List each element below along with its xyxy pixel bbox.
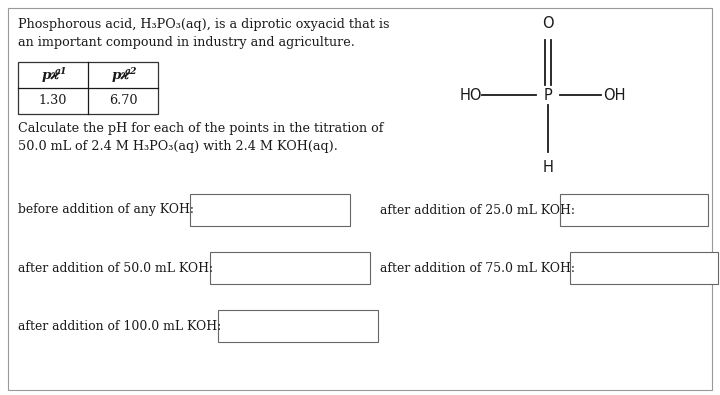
Text: pϰ: pϰ [112, 68, 130, 81]
Text: 1.30: 1.30 [39, 94, 67, 107]
Bar [18, 62, 158, 114]
Text: a1: a1 [55, 68, 67, 77]
Text: a2: a2 [125, 68, 138, 77]
Bar [570, 252, 718, 284]
Bar [560, 194, 708, 226]
Text: after addition of 25.0 mL KOH:: after addition of 25.0 mL KOH: [380, 203, 575, 216]
Text: 50.0 mL of 2.4 M H₃PO₃(aq) with 2.4 M KOH(aq).: 50.0 mL of 2.4 M H₃PO₃(aq) with 2.4 M KO… [18, 140, 338, 153]
Text: after addition of 50.0 mL KOH:: after addition of 50.0 mL KOH: [18, 261, 213, 275]
Text: after addition of 75.0 mL KOH:: after addition of 75.0 mL KOH: [380, 261, 575, 275]
Text: OH: OH [603, 88, 626, 102]
Text: an important compound in industry and agriculture.: an important compound in industry and ag… [18, 36, 355, 49]
Text: Calculate the pH for each of the points in the titration of: Calculate the pH for each of the points … [18, 122, 384, 135]
Bar [210, 252, 370, 284]
Text: O: O [542, 15, 554, 30]
Text: pϰ: pϰ [42, 68, 60, 81]
Bar [218, 310, 378, 342]
Text: HO: HO [460, 88, 482, 102]
Bar [190, 194, 350, 226]
Text: 6.70: 6.70 [109, 94, 138, 107]
Text: after addition of 100.0 mL KOH:: after addition of 100.0 mL KOH: [18, 320, 221, 333]
Text: P: P [544, 88, 552, 102]
Text: Phosphorous acid, H₃PO₃(aq), is a diprotic oxyacid that is: Phosphorous acid, H₃PO₃(aq), is a diprot… [18, 18, 390, 31]
Text: before addition of any KOH:: before addition of any KOH: [18, 203, 194, 216]
Text: H: H [543, 160, 554, 175]
